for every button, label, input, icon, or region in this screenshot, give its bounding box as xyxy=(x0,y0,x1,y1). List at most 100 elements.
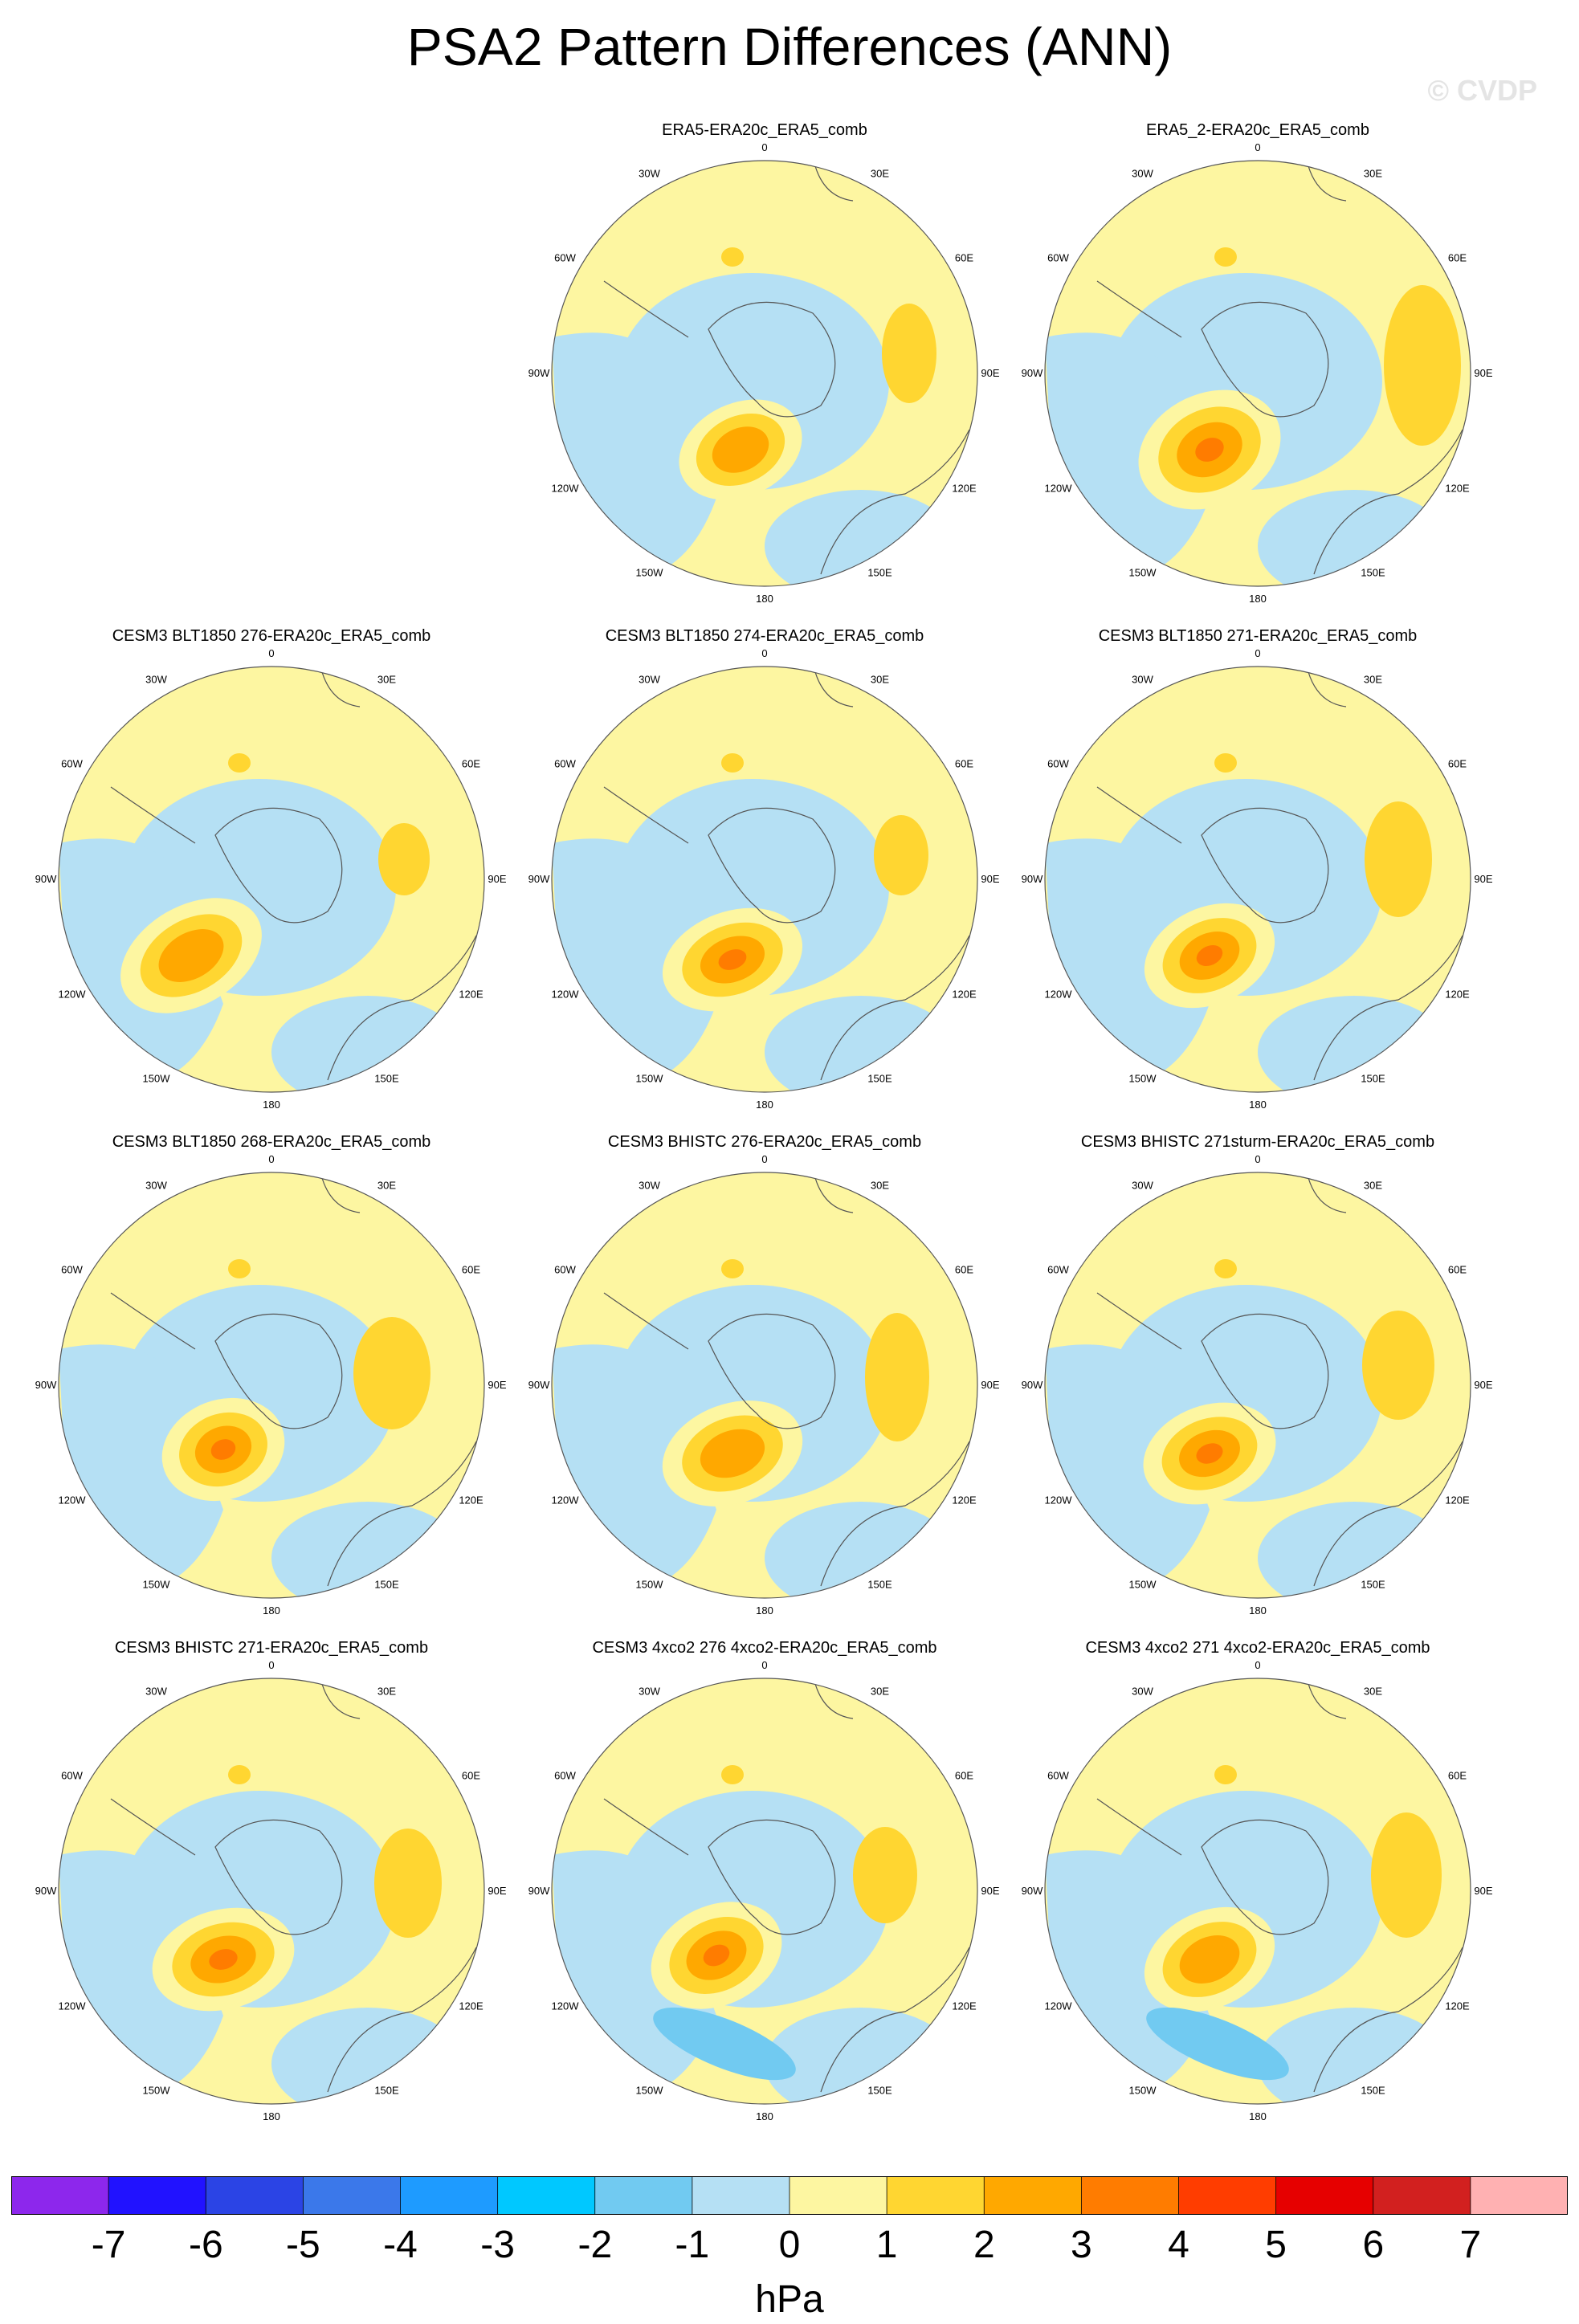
longitude-label: 150E xyxy=(374,2085,399,2097)
anomaly-positive xyxy=(1371,1812,1442,1938)
longitude-label: 90E xyxy=(981,873,999,885)
anomaly-negative xyxy=(653,2007,796,2081)
longitude-label: 30E xyxy=(1364,1180,1382,1192)
longitude-label: 90E xyxy=(488,1885,506,1897)
longitude-label: 0 xyxy=(761,1153,767,1165)
anomaly-positive xyxy=(228,1259,251,1278)
map-boundary xyxy=(58,1678,485,2105)
australia-coastline xyxy=(820,935,970,1081)
longitude-label: 150E xyxy=(867,1073,892,1085)
longitude-label: 60E xyxy=(1448,1264,1467,1276)
anomaly-positive xyxy=(874,815,928,895)
longitude-label: 120W xyxy=(59,2000,87,2012)
longitude-label: 150W xyxy=(636,1579,664,1591)
map-panel: CESM3 4xco2 271 4xco2-ERA20c_ERA5_comb 0 3… xyxy=(1009,1638,1507,2144)
polar-map: 0 30E 60E 90E 120E 150E 180 150W 120W 90W 60W 30W xyxy=(1022,647,1493,1111)
anomaly-positive xyxy=(882,304,936,403)
australia-coastline xyxy=(1313,1441,1463,1587)
longitude-label: 30W xyxy=(639,168,660,180)
longitude-label: 60E xyxy=(462,1264,480,1276)
anomaly-positive xyxy=(721,1765,744,1784)
longitude-label: 150E xyxy=(867,567,892,579)
longitude-label: 0 xyxy=(761,1659,767,1671)
longitude-label: 150E xyxy=(1361,1073,1385,1085)
map-panel: CESM3 BHISTC 276-ERA20c_ERA5_comb 0 30E 60E… xyxy=(516,1132,1014,1638)
polar-map: 0 30E 60E 90E 120E 150E 180 150W 120W 90W 60W 30W xyxy=(35,1659,507,2122)
anomaly-positive xyxy=(703,1944,730,1967)
colorbar-swatch xyxy=(692,2176,790,2215)
panel-title: CESM3 4xco2 271 4xco2-ERA20c_ERA5_comb xyxy=(1085,1639,1430,1657)
longitude-label: 120W xyxy=(1045,989,1073,1001)
south-america-coastline xyxy=(110,786,196,844)
field-negative xyxy=(271,2008,464,2104)
polar-map: 0 30E 60E 90E 120E 150E 180 150W 120W 90W 60W 30W xyxy=(528,141,1000,605)
australia-coastline xyxy=(327,1947,477,2093)
longitude-label: 90W xyxy=(528,873,550,885)
colorbar-swatch xyxy=(108,2176,206,2215)
anomaly-positive xyxy=(1179,1935,1240,1984)
map-panel: CESM3 BLT1850 276-ERA20c_ERA5_comb 0 30E 60… xyxy=(22,626,520,1132)
australia-coastline xyxy=(820,1947,970,2093)
longitude-label: 90W xyxy=(1022,1379,1043,1391)
longitude-label: 90E xyxy=(488,1379,506,1391)
longitude-label: 90E xyxy=(1474,873,1492,885)
field-negative xyxy=(765,490,957,586)
colorbar-tick-label: 7 xyxy=(1459,2224,1482,2266)
longitude-label: 60E xyxy=(955,252,973,264)
longitude-label: 150W xyxy=(143,1579,171,1591)
map-boundary xyxy=(551,1678,978,2105)
longitude-label: 0 xyxy=(1255,1659,1260,1671)
map-boundary xyxy=(551,666,978,1093)
longitude-label: 30W xyxy=(1132,1180,1153,1192)
longitude-label: 90W xyxy=(35,1379,57,1391)
anomaly-positive xyxy=(1214,247,1237,267)
longitude-label: 30E xyxy=(871,1686,889,1698)
anomaly-positive xyxy=(700,1429,765,1478)
longitude-label: 30E xyxy=(1364,168,1382,180)
polar-map: 0 30E 60E 90E 120E 150E 180 150W 120W 90W 60W 30W xyxy=(1022,141,1493,605)
longitude-label: 30E xyxy=(1364,674,1382,686)
longitude-label: 90W xyxy=(528,1885,550,1897)
anomaly-positive xyxy=(1214,1765,1237,1784)
colorbar-swatch xyxy=(303,2176,402,2215)
longitude-label: 180 xyxy=(1249,1099,1267,1111)
longitude-label: 150W xyxy=(1129,1579,1157,1591)
longitude-label: 150E xyxy=(1361,2085,1385,2097)
south-america-coastline xyxy=(1096,786,1182,844)
longitude-label: 180 xyxy=(1249,2110,1267,2122)
longitude-label: 180 xyxy=(263,1604,280,1617)
antarctica-coastline xyxy=(1201,1819,1329,1935)
anomaly-positive xyxy=(1195,438,1224,462)
longitude-label: 90W xyxy=(528,367,550,379)
longitude-label: 0 xyxy=(268,647,274,659)
panel-title: CESM3 BHISTC 276-ERA20c_ERA5_comb xyxy=(607,1133,922,1151)
anomaly-positive xyxy=(721,247,744,267)
colorbar-swatch xyxy=(400,2176,499,2215)
longitude-label: 120E xyxy=(1445,483,1470,495)
longitude-label: 90E xyxy=(981,1885,999,1897)
longitude-label: 60W xyxy=(1047,758,1069,770)
australia-coastline xyxy=(1313,935,1463,1081)
colorbar-tick-labels: -7 -6 -5 -4 -3 -2 -1 0 1 2 3 4 5 6 7 xyxy=(0,2223,1579,2279)
longitude-label: 90E xyxy=(981,367,999,379)
polar-map: 0 30E 60E 90E 120E 150E 180 150W 120W 90W 60W 30W xyxy=(1022,1659,1493,2122)
longitude-label: 150E xyxy=(374,1579,399,1591)
longitude-label: 180 xyxy=(756,593,773,605)
panel-title: CESM3 BLT1850 271-ERA20c_ERA5_comb xyxy=(1098,627,1418,645)
longitude-label: 150E xyxy=(1361,1579,1385,1591)
longitude-label: 180 xyxy=(756,2110,773,2122)
longitude-label: 30E xyxy=(871,1180,889,1192)
longitude-label: 60W xyxy=(61,1770,83,1782)
south-america-coastline xyxy=(110,1292,196,1350)
longitude-label: 180 xyxy=(263,1099,280,1111)
longitude-label: 30E xyxy=(871,168,889,180)
panel-title: ERA5-ERA20c_ERA5_comb xyxy=(662,121,867,139)
longitude-label: 120E xyxy=(1445,1494,1470,1507)
anomaly-negative xyxy=(1146,2007,1289,2081)
field-negative xyxy=(765,1502,957,1598)
longitude-label: 120W xyxy=(1045,1494,1073,1507)
anomaly-positive xyxy=(210,1439,236,1460)
longitude-label: 120W xyxy=(1045,483,1073,495)
south-america-coastline xyxy=(603,1292,689,1350)
longitude-label: 90E xyxy=(1474,1379,1492,1391)
